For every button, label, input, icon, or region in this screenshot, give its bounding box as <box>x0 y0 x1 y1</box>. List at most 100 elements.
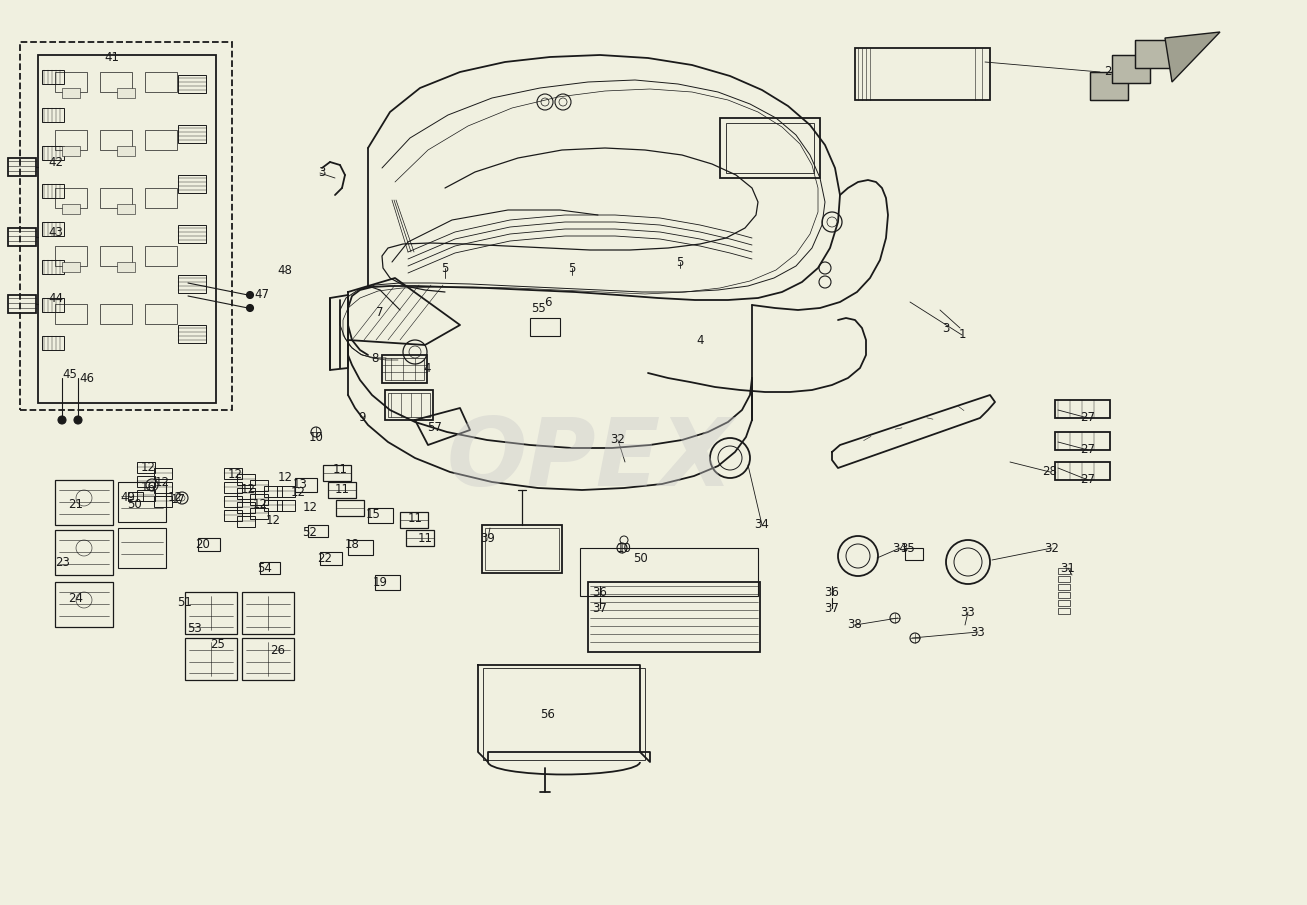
Bar <box>8 158 37 176</box>
Bar <box>1057 584 1070 590</box>
Bar <box>145 304 176 324</box>
Bar <box>223 482 242 493</box>
Bar <box>348 540 372 555</box>
Bar <box>118 482 166 522</box>
Bar <box>137 490 156 501</box>
Text: 56: 56 <box>541 709 555 721</box>
Bar <box>178 175 207 193</box>
Bar <box>55 130 88 150</box>
Bar <box>223 510 242 521</box>
Bar <box>55 530 112 575</box>
Text: 9: 9 <box>358 412 366 424</box>
Bar <box>42 260 64 274</box>
Bar <box>264 486 282 497</box>
Bar <box>61 204 80 214</box>
Bar <box>55 304 88 324</box>
Bar <box>1134 40 1172 68</box>
Bar <box>178 225 207 243</box>
Bar <box>145 130 176 150</box>
Bar <box>178 275 207 293</box>
Bar <box>250 494 268 505</box>
Bar <box>42 222 64 236</box>
Text: 11: 11 <box>417 531 433 545</box>
Text: 27: 27 <box>1081 412 1095 424</box>
Bar <box>1055 462 1110 480</box>
Text: 28: 28 <box>1043 465 1057 479</box>
Bar <box>1112 55 1150 83</box>
Text: 26: 26 <box>271 643 285 656</box>
Circle shape <box>247 304 254 311</box>
Text: 45: 45 <box>63 368 77 382</box>
Text: 4: 4 <box>697 334 703 347</box>
Text: OPEX: OPEX <box>447 414 733 506</box>
Text: 54: 54 <box>257 561 272 575</box>
Text: 3: 3 <box>319 167 325 179</box>
Text: 27: 27 <box>1081 443 1095 456</box>
Text: 27: 27 <box>1081 473 1095 487</box>
Bar <box>386 358 423 380</box>
Bar <box>277 486 295 497</box>
Bar <box>61 262 80 272</box>
Bar <box>580 548 758 596</box>
Text: 50: 50 <box>633 551 647 565</box>
Text: 20: 20 <box>196 538 210 551</box>
Text: 12: 12 <box>240 483 255 497</box>
Bar <box>101 72 132 92</box>
Bar <box>237 474 255 485</box>
Text: 48: 48 <box>277 263 293 277</box>
Bar <box>145 246 176 266</box>
Text: 49: 49 <box>120 491 136 504</box>
Text: 11: 11 <box>335 483 349 497</box>
Bar <box>336 500 365 516</box>
Text: 37: 37 <box>592 602 608 614</box>
Bar <box>154 496 173 507</box>
Bar <box>154 482 173 493</box>
Text: 8: 8 <box>371 351 379 365</box>
Circle shape <box>247 291 254 299</box>
Text: 15: 15 <box>366 509 380 521</box>
Text: 10: 10 <box>617 541 631 555</box>
Bar <box>101 304 132 324</box>
Text: 12: 12 <box>154 477 170 490</box>
Bar <box>42 146 64 160</box>
Text: 16: 16 <box>140 481 156 494</box>
Bar <box>484 668 644 760</box>
Bar <box>42 70 64 84</box>
Bar <box>406 530 434 546</box>
Text: 5: 5 <box>442 262 448 274</box>
Bar <box>485 528 559 570</box>
Bar <box>42 184 64 198</box>
Text: 55: 55 <box>531 301 545 315</box>
Bar <box>1055 432 1110 450</box>
Text: 17: 17 <box>170 493 186 507</box>
Text: 7: 7 <box>376 306 384 319</box>
Text: 37: 37 <box>825 602 839 614</box>
Text: 13: 13 <box>293 479 307 491</box>
Bar <box>42 336 64 350</box>
Bar <box>242 592 294 634</box>
Bar <box>400 512 427 528</box>
Text: 33: 33 <box>971 625 985 639</box>
Bar <box>260 562 280 574</box>
Text: 10: 10 <box>308 432 323 444</box>
Bar <box>118 262 135 272</box>
Bar <box>101 130 132 150</box>
Text: 44: 44 <box>48 291 64 304</box>
Text: 36: 36 <box>825 586 839 598</box>
Bar <box>145 188 176 208</box>
Text: 12: 12 <box>265 513 281 527</box>
Bar <box>61 146 80 156</box>
Circle shape <box>58 416 65 424</box>
Bar <box>118 146 135 156</box>
Bar <box>277 500 295 511</box>
Bar <box>588 582 759 652</box>
Text: 18: 18 <box>345 538 359 551</box>
Bar <box>55 246 88 266</box>
Bar <box>250 480 268 491</box>
Bar <box>295 478 318 492</box>
Text: 47: 47 <box>255 289 269 301</box>
Text: 11: 11 <box>408 511 422 525</box>
Text: 35: 35 <box>901 541 915 555</box>
Bar <box>101 188 132 208</box>
Text: 4: 4 <box>423 361 431 375</box>
